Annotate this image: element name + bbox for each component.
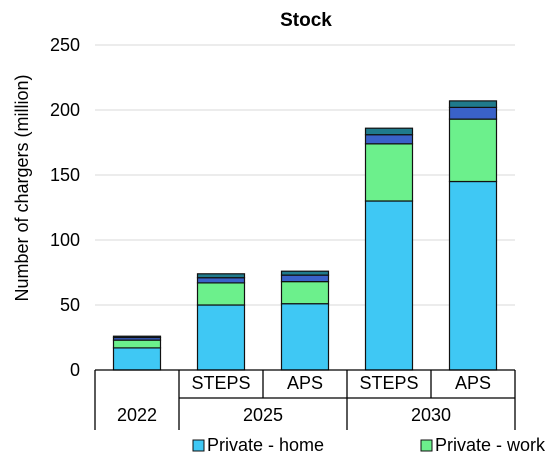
bar-segment [112, 335, 162, 339]
y-tick-label: 250 [50, 35, 80, 55]
legend-label: Private - home [207, 435, 324, 455]
bar-segment [280, 270, 330, 276]
legend: Private - home Private - work [192, 435, 546, 455]
bar-segment [280, 303, 330, 371]
bar-segment [364, 143, 414, 202]
y-tick-labels: 0 50 100 150 200 250 [50, 35, 80, 380]
y-tick-label: 100 [50, 230, 80, 250]
bar-segment [364, 127, 414, 136]
y-tick-label: 150 [50, 165, 80, 185]
bar-segment [364, 200, 414, 371]
x-group-label: 2030 [411, 405, 451, 425]
bar-segment [448, 106, 498, 120]
bar-segment [112, 339, 162, 349]
gridlines [95, 44, 515, 306]
bar-segment [112, 347, 162, 371]
y-tick-label: 200 [50, 100, 80, 120]
y-tick-label: 0 [70, 360, 80, 380]
legend-label: Private - work [435, 435, 546, 455]
bar-segment [448, 118, 498, 183]
y-tick-label: 50 [60, 295, 80, 315]
bar-segment [196, 277, 246, 284]
chart-title: Stock [280, 10, 332, 31]
legend-swatch [420, 439, 433, 452]
bar-segment [280, 274, 330, 283]
x-group-label: 2022 [117, 405, 157, 425]
bar-stacks [112, 100, 498, 371]
x-tick-label: APS [287, 373, 323, 393]
bar-segment [280, 281, 330, 305]
bar-segment [196, 304, 246, 371]
x-tick-label: APS [455, 373, 491, 393]
x-group-label: 2025 [243, 405, 283, 425]
legend-swatch [192, 439, 205, 452]
bar-segment [448, 180, 498, 371]
bar-segment [196, 282, 246, 306]
bar-segment [448, 100, 498, 109]
y-axis-label: Number of chargers (million) [12, 74, 32, 301]
bar-segment [196, 273, 246, 279]
x-tick-label: STEPS [191, 373, 250, 393]
x-tick-label: STEPS [359, 373, 418, 393]
x-axis: STEPS APS STEPS APS 2022 2025 2030 [94, 369, 516, 430]
bar-segment [364, 134, 414, 145]
